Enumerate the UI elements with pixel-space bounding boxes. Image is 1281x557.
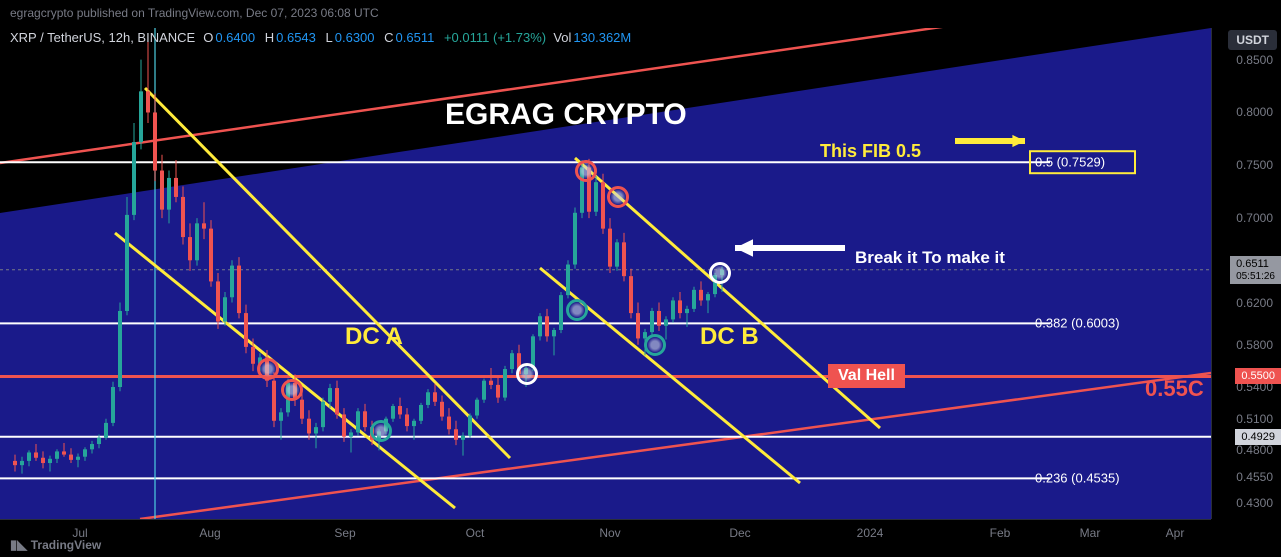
touch-marker (516, 363, 538, 385)
price-tick: 0.4300 (1236, 496, 1273, 510)
time-axis[interactable]: JulAugSepOctNovDec2024FebMarApr (0, 519, 1211, 557)
price-tick: 0.6200 (1236, 296, 1273, 310)
price-tick: 0.4550 (1236, 470, 1273, 484)
time-tick: Aug (199, 526, 220, 540)
chart-area[interactable]: EGRAG CRYPTO This FIB 0.5 Break it To make… (0, 28, 1211, 519)
fib-callout-label: This FIB 0.5 (820, 141, 921, 162)
break-it-label: Break it To make it (855, 248, 1005, 268)
time-tick: Nov (599, 526, 620, 540)
price-tick: 0.4800 (1236, 443, 1273, 457)
time-tick: Sep (334, 526, 355, 540)
val-hell-badge: Val Hell (828, 364, 905, 388)
chart-title: EGRAG CRYPTO (445, 98, 687, 132)
price-tick: 0.5800 (1236, 338, 1273, 352)
price-badge: 0.651105:51:26 (1230, 256, 1281, 284)
pair-label[interactable]: XRP / TetherUS, 12h, BINANCE (10, 30, 195, 45)
touch-marker (566, 299, 588, 321)
price-badge: 0.5500 (1235, 368, 1281, 384)
price-tick: 0.7000 (1236, 211, 1273, 225)
touch-marker (257, 358, 279, 380)
touch-marker (709, 262, 731, 284)
time-tick: 2024 (857, 526, 884, 540)
touch-marker (644, 334, 666, 356)
price-tick: 0.8500 (1236, 53, 1273, 67)
touch-marker (281, 379, 303, 401)
attribution-text: egragcrypto published on TradingView.com… (10, 6, 379, 20)
time-tick: Apr (1166, 526, 1185, 540)
price-tick: 0.5100 (1236, 412, 1273, 426)
touch-marker (370, 420, 392, 442)
price-055-label: 0.55C (1145, 376, 1204, 402)
fib-level-label: 0.236 (0.4535) (1035, 471, 1120, 486)
price-axis[interactable]: USDT 0.85000.80000.75000.70000.65000.620… (1211, 28, 1281, 519)
ohlc-readout: O0.6400 H0.6543 L0.6300 C0.6511 +0.0111 … (203, 30, 631, 45)
price-tick: 0.8000 (1236, 105, 1273, 119)
fib-level-label: 0.382 (0.6003) (1035, 316, 1120, 331)
price-tick: 0.7500 (1236, 158, 1273, 172)
quote-currency-badge[interactable]: USDT (1228, 30, 1277, 50)
time-tick: Feb (990, 526, 1011, 540)
dc-b-label: DC B (700, 323, 759, 351)
touch-marker (607, 186, 629, 208)
dc-a-label: DC A (345, 323, 403, 351)
time-tick: Mar (1080, 526, 1101, 540)
fib-level-label: 0.5 (0.7529) (1035, 155, 1105, 170)
time-tick: Dec (729, 526, 750, 540)
symbol-header: XRP / TetherUS, 12h, BINANCE O0.6400 H0.… (10, 30, 631, 45)
time-tick: Oct (466, 526, 485, 540)
tradingview-logo[interactable]: ▮◣ TradingView (10, 537, 101, 553)
price-badge: 0.4929 (1235, 429, 1281, 445)
touch-marker (575, 160, 597, 182)
